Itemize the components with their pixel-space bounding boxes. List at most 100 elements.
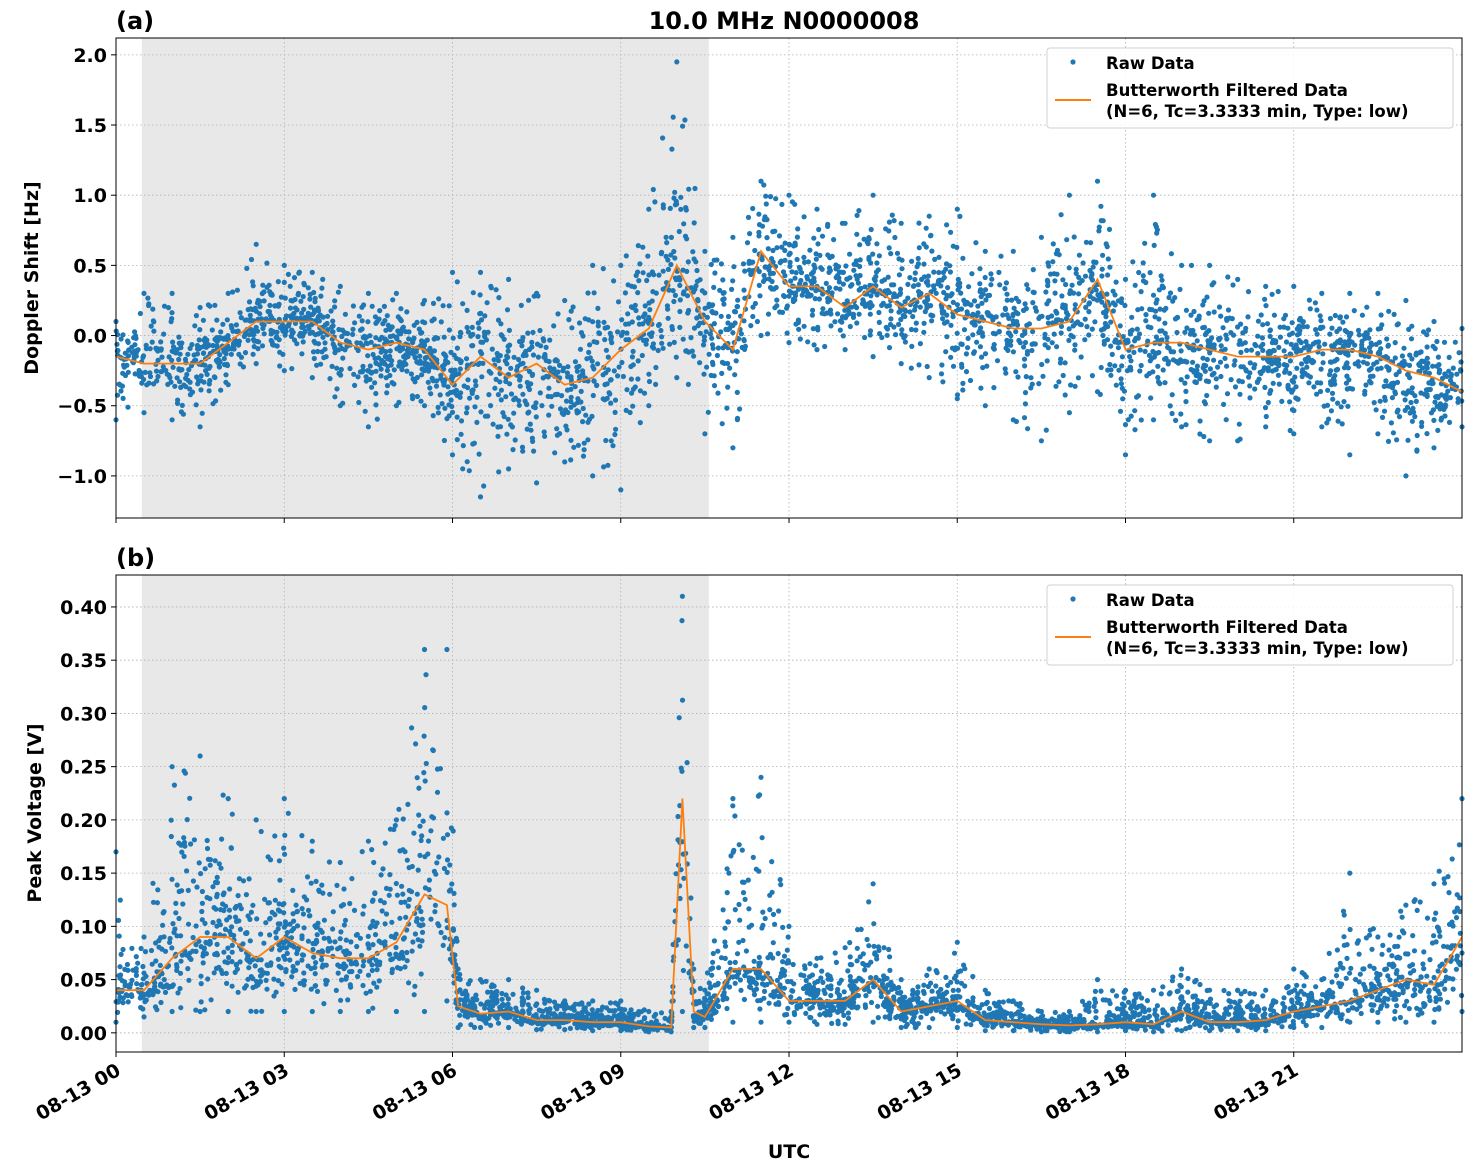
raw-data-point [717,287,723,293]
raw-data-point [373,368,379,374]
raw-data-point [801,214,807,220]
raw-data-point [533,414,539,420]
raw-data-point [721,301,727,307]
raw-data-point [704,314,711,320]
raw-data-point [1287,427,1293,434]
raw-data-point [917,304,923,310]
raw-data-point [214,317,220,323]
shaded-interval [141,575,709,1052]
raw-data-point [332,304,338,310]
raw-data-point [1190,359,1196,365]
raw-data-point [1446,419,1453,425]
raw-data-point [406,896,412,903]
raw-data-point [530,329,536,335]
raw-data-point [350,331,356,337]
raw-data-point [794,256,800,263]
raw-data-point [1030,267,1036,273]
raw-data-point [959,361,965,367]
raw-data-point [1038,438,1044,444]
raw-data-point [1112,363,1118,369]
raw-data-point [1122,452,1129,458]
raw-data-point [562,297,568,304]
raw-data-point [248,909,254,915]
raw-data-point [670,114,676,120]
raw-data-point [551,366,557,372]
raw-data-point [288,333,294,339]
raw-data-point [1098,203,1104,209]
raw-data-point [482,1005,488,1011]
raw-data-point [812,296,818,302]
raw-data-point [596,1024,602,1031]
raw-data-point [1289,320,1295,326]
raw-data-point [1150,292,1157,298]
raw-data-point [547,365,553,371]
raw-data-point [774,303,780,309]
raw-data-point [1247,360,1253,366]
raw-data-point [1246,374,1252,380]
raw-data-point [568,457,574,463]
raw-data-point [1223,417,1229,423]
raw-data-point [464,362,471,368]
raw-data-point [446,327,452,333]
raw-data-point [287,305,294,311]
raw-data-point [646,272,652,278]
raw-data-point [1207,438,1213,444]
raw-data-point [291,918,297,924]
raw-data-point [737,917,743,923]
raw-data-point [1030,300,1036,306]
raw-data-point [285,810,291,816]
raw-data-point [898,361,904,367]
raw-data-point [263,977,269,984]
raw-data-point [535,354,542,360]
raw-data-point [229,811,235,817]
raw-data-point [120,1000,126,1006]
raw-data-point [1197,376,1203,382]
raw-data-point [493,287,499,293]
raw-data-point [1068,382,1074,388]
raw-data-point [694,278,701,284]
raw-data-point [320,276,326,282]
raw-data-point [1377,991,1383,997]
raw-data-point [796,286,802,292]
raw-data-point [332,394,338,400]
raw-data-point [1263,424,1269,430]
raw-data-point [1416,350,1422,356]
raw-data-point [155,348,161,354]
raw-data-point [837,327,843,333]
raw-data-point [325,935,332,941]
raw-data-point [1077,321,1083,327]
raw-data-point [286,323,292,329]
raw-data-point [241,333,247,339]
raw-data-point [302,314,308,320]
raw-data-point [337,283,343,289]
raw-data-point [1039,361,1045,368]
raw-data-point [503,378,509,385]
raw-data-point [364,334,370,340]
raw-data-point [1004,337,1010,343]
raw-data-point [275,921,281,927]
raw-data-point [590,262,596,268]
raw-data-point [372,314,378,320]
raw-data-point [868,999,875,1006]
raw-data-point [1123,340,1129,346]
raw-data-point [1232,384,1239,390]
raw-data-point [977,266,983,272]
raw-data-point [1307,374,1313,380]
raw-data-point [603,437,609,444]
raw-data-point [697,330,704,336]
raw-data-point [857,242,863,248]
raw-data-point [950,363,957,369]
raw-data-point [629,319,635,325]
raw-data-point [651,345,657,351]
raw-data-point [925,282,931,288]
raw-data-point [1182,358,1188,364]
raw-data-point [311,954,317,960]
raw-data-point [179,952,185,958]
raw-data-point [318,330,324,336]
raw-data-point [214,343,220,349]
raw-data-point [936,278,942,284]
raw-data-point [1146,1013,1152,1019]
raw-data-point [1262,296,1268,302]
raw-data-point [877,331,883,337]
